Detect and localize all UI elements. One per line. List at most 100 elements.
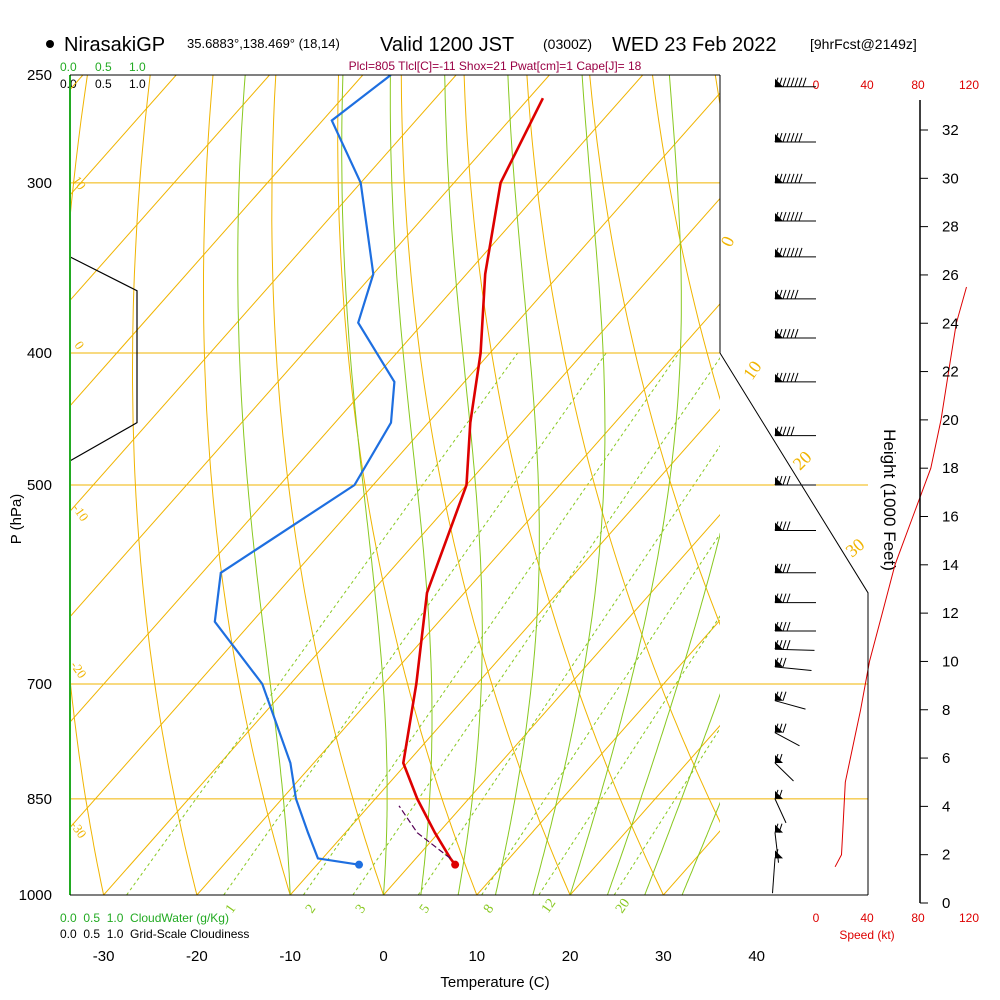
cloudiness-top-05: 0.5 <box>95 77 112 91</box>
cloudwater-top-0: 0.0 <box>60 60 77 74</box>
wind-barb-staff <box>774 762 794 782</box>
wind-barb-icon <box>774 211 816 222</box>
wind-barb-icon <box>774 132 816 143</box>
wind-barb-flag <box>790 211 795 222</box>
wind-barb-flag <box>798 247 803 258</box>
cloudiness-line <box>69 256 138 462</box>
mixing-ratio-line <box>417 445 720 895</box>
height-tick-label: 20 <box>942 412 959 429</box>
speed-axis-title: Speed (kt) <box>839 928 894 942</box>
wind-barb-icon <box>774 621 816 632</box>
wind-barb-staff <box>774 700 806 710</box>
pressure-tick-label: 700 <box>27 676 52 693</box>
wind-barb-pennant <box>775 724 783 733</box>
wind-barb-flag <box>782 640 787 650</box>
dry-adiabat-line <box>70 75 105 895</box>
dry-adiabat-label: -10 <box>70 501 92 524</box>
mixing-ratio-line <box>223 352 607 895</box>
station-name: NirasakiGP <box>64 34 165 56</box>
wind-barb-pennant <box>775 755 783 764</box>
data-layer <box>69 75 967 894</box>
wind-barb-flag <box>798 211 803 222</box>
wind-barb-flag <box>794 328 799 339</box>
wind-barb-flag <box>782 247 787 258</box>
wind-barb-flag <box>798 132 803 143</box>
wind-barb-flag <box>802 77 807 87</box>
wind-barb-flag <box>782 426 787 436</box>
wind-barb-flag <box>790 77 795 87</box>
moist-adiabat-line <box>532 75 606 895</box>
speed-bottom-80: 80 <box>911 911 925 925</box>
wind-barb-icon <box>774 640 815 651</box>
wind-barb-flag <box>790 372 795 383</box>
mixing-ratio-line <box>126 352 519 895</box>
stability-indices: Plcl=805 Tlcl[C]=-11 Shox=21 Pwat[cm]=1 … <box>349 59 642 73</box>
wind-barb-icon <box>774 173 816 184</box>
wind-barb-flag <box>786 328 791 339</box>
moist-adiabat-line <box>681 801 720 895</box>
wind-barb-pennant <box>775 248 783 257</box>
wind-barb-flag <box>790 289 795 300</box>
cloudwater-top-1: 1.0 <box>129 60 146 74</box>
mixing-ratio-line <box>352 357 720 895</box>
dry-adiabat-line <box>652 75 720 401</box>
wind-barb-flag <box>782 289 787 300</box>
mixing-ratio-line <box>481 533 720 895</box>
forecast-info: [9hrFcst@2149z] <box>810 36 917 52</box>
wind-barb-flag <box>786 640 791 650</box>
mixing-ratio-label: 3 <box>353 902 369 916</box>
cloudwater-top-05: 0.5 <box>95 60 112 74</box>
dry-adiabat-line <box>400 75 571 895</box>
dry-adiabat-line <box>966 75 1000 895</box>
wind-barb-staff <box>774 798 787 824</box>
wind-barb-flag <box>786 621 791 632</box>
temperature-tick-label: 40 <box>748 948 765 965</box>
mixing-ratio-line <box>613 727 720 895</box>
pressure-tick-label: 250 <box>27 67 52 84</box>
wind-barb-icon <box>774 475 816 486</box>
wind-barb-pennant <box>775 427 783 436</box>
wind-barb-flag <box>790 328 795 339</box>
wind-barb-icon <box>774 691 806 710</box>
wind-barb-flag <box>782 372 787 383</box>
wind-barb-flag <box>782 593 787 603</box>
wind-barb-pennant <box>775 850 783 859</box>
speed-top-40: 40 <box>860 78 874 92</box>
wind-barb-pennant <box>775 522 783 531</box>
temperature-tick-label: -20 <box>186 948 208 965</box>
wind-barb-flag <box>794 289 799 300</box>
height-tick-label: 18 <box>942 460 959 477</box>
wind-barb-icon <box>774 593 816 604</box>
wind-barb-flag <box>782 211 787 222</box>
moist-adiabat-line <box>444 75 483 895</box>
wind-barb-icon <box>774 723 800 747</box>
moist-adiabat-line <box>495 75 540 895</box>
wind-barb-flag <box>782 521 787 531</box>
parcel-line <box>398 805 451 859</box>
isotherm-line <box>70 75 270 302</box>
wind-barb-flag <box>782 563 787 573</box>
isotherm-line <box>70 75 364 407</box>
station-coords: 35.6883°,138.469° (18,14) <box>187 36 340 51</box>
dry-adiabat-line <box>337 75 478 895</box>
height-tick-label: 12 <box>942 605 959 622</box>
speed-bottom-0: 0 <box>813 911 820 925</box>
height-tick-label: 6 <box>942 750 950 767</box>
height-tick-label: 0 <box>942 895 950 912</box>
temperature-tick-label: -30 <box>93 948 115 965</box>
grid-lines <box>70 75 1000 895</box>
dry-adiabat-line <box>203 75 291 895</box>
wind-barb-icon <box>774 289 816 300</box>
wind-barb-pennant <box>775 623 783 632</box>
right-boundary-line <box>719 352 869 895</box>
wind-barb-icon <box>774 372 816 383</box>
wind-barb-staff <box>774 732 800 747</box>
wind-barb-flag <box>786 173 791 184</box>
pressure-tick-label: 400 <box>27 345 52 362</box>
dewpoint-line <box>213 75 396 866</box>
wind-barb-pennant <box>775 692 783 701</box>
speed-top-120: 120 <box>959 78 979 92</box>
temperature-tick-label: -10 <box>279 948 301 965</box>
height-tick-label: 32 <box>942 122 959 139</box>
wind-barb-flag <box>794 132 799 143</box>
